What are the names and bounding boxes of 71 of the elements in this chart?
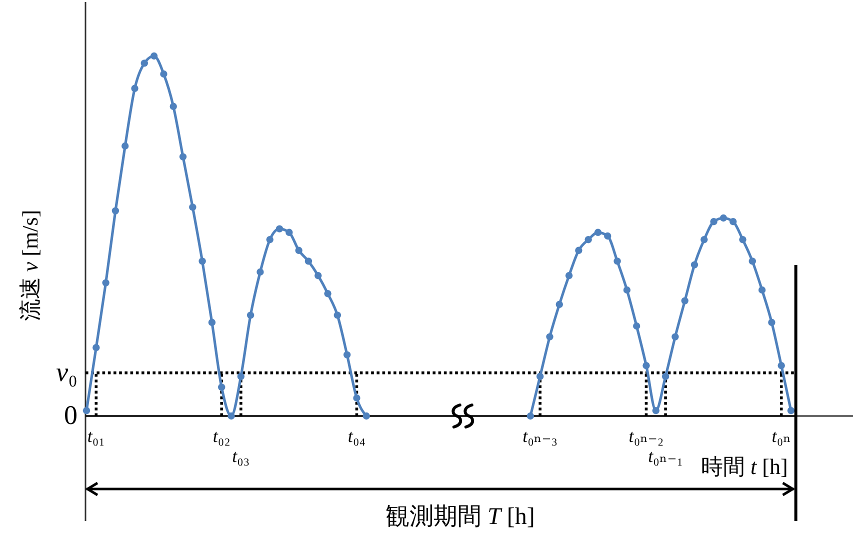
point bbox=[536, 372, 544, 380]
point bbox=[710, 218, 718, 226]
point bbox=[228, 412, 235, 420]
point bbox=[179, 153, 187, 160]
point bbox=[546, 333, 554, 340]
point bbox=[526, 412, 534, 420]
point bbox=[102, 279, 110, 286]
point bbox=[353, 394, 360, 402]
point bbox=[614, 258, 621, 265]
point bbox=[642, 362, 650, 370]
x-tick-label: t₀ₙ₋₂ bbox=[628, 426, 664, 446]
point bbox=[324, 290, 332, 298]
point bbox=[314, 272, 322, 280]
point bbox=[131, 84, 138, 92]
point bbox=[632, 322, 640, 330]
point bbox=[150, 52, 158, 60]
point bbox=[343, 351, 351, 358]
point bbox=[362, 412, 370, 420]
point bbox=[700, 236, 708, 244]
point bbox=[266, 236, 274, 244]
point bbox=[334, 312, 342, 319]
point bbox=[82, 407, 90, 414]
point bbox=[768, 318, 776, 326]
point bbox=[720, 214, 728, 222]
ref-line-label: v₀ bbox=[56, 356, 78, 387]
point bbox=[787, 407, 795, 414]
x-axis-title: 時間 t [h] bbox=[701, 454, 788, 480]
point bbox=[237, 372, 245, 380]
ref-line-label: 0 bbox=[64, 400, 78, 430]
x-tick-label: t₀ₙ bbox=[772, 426, 791, 446]
point bbox=[594, 228, 602, 236]
point bbox=[623, 286, 631, 294]
point bbox=[575, 246, 582, 254]
point bbox=[246, 312, 254, 319]
point bbox=[584, 236, 592, 244]
point bbox=[112, 207, 120, 214]
point bbox=[672, 333, 679, 340]
text: 観測期間 T [h] bbox=[385, 502, 535, 530]
point bbox=[122, 142, 129, 150]
point bbox=[286, 228, 293, 236]
point bbox=[295, 246, 302, 254]
y-axis-title: 流速 v [m/s] bbox=[18, 210, 44, 322]
x-tick-label: t₀ₙ₋₃ bbox=[522, 426, 558, 446]
point bbox=[256, 268, 264, 276]
point bbox=[778, 362, 785, 370]
point bbox=[739, 236, 746, 244]
point bbox=[276, 225, 284, 232]
point bbox=[758, 286, 766, 294]
x-tick-label: t₀₃ bbox=[232, 446, 250, 466]
point bbox=[729, 218, 737, 226]
point bbox=[690, 261, 698, 268]
point bbox=[304, 258, 312, 265]
point bbox=[218, 384, 226, 391]
point bbox=[170, 102, 177, 110]
point bbox=[189, 204, 196, 211]
x-tick-label: t₀ₙ₋₁ bbox=[648, 446, 683, 466]
point bbox=[748, 258, 756, 265]
point bbox=[160, 70, 168, 78]
point bbox=[92, 344, 100, 352]
x-tick-label: t₀₂ bbox=[212, 426, 230, 446]
point bbox=[556, 300, 563, 308]
point bbox=[604, 232, 612, 240]
point bbox=[681, 297, 688, 304]
point bbox=[652, 407, 660, 414]
x-tick-label: t₀₁ bbox=[87, 426, 105, 446]
point bbox=[662, 372, 670, 380]
point bbox=[208, 318, 216, 326]
point bbox=[565, 272, 573, 280]
point bbox=[198, 258, 206, 265]
x-tick-label: t₀₄ bbox=[348, 426, 366, 446]
point bbox=[140, 60, 148, 67]
